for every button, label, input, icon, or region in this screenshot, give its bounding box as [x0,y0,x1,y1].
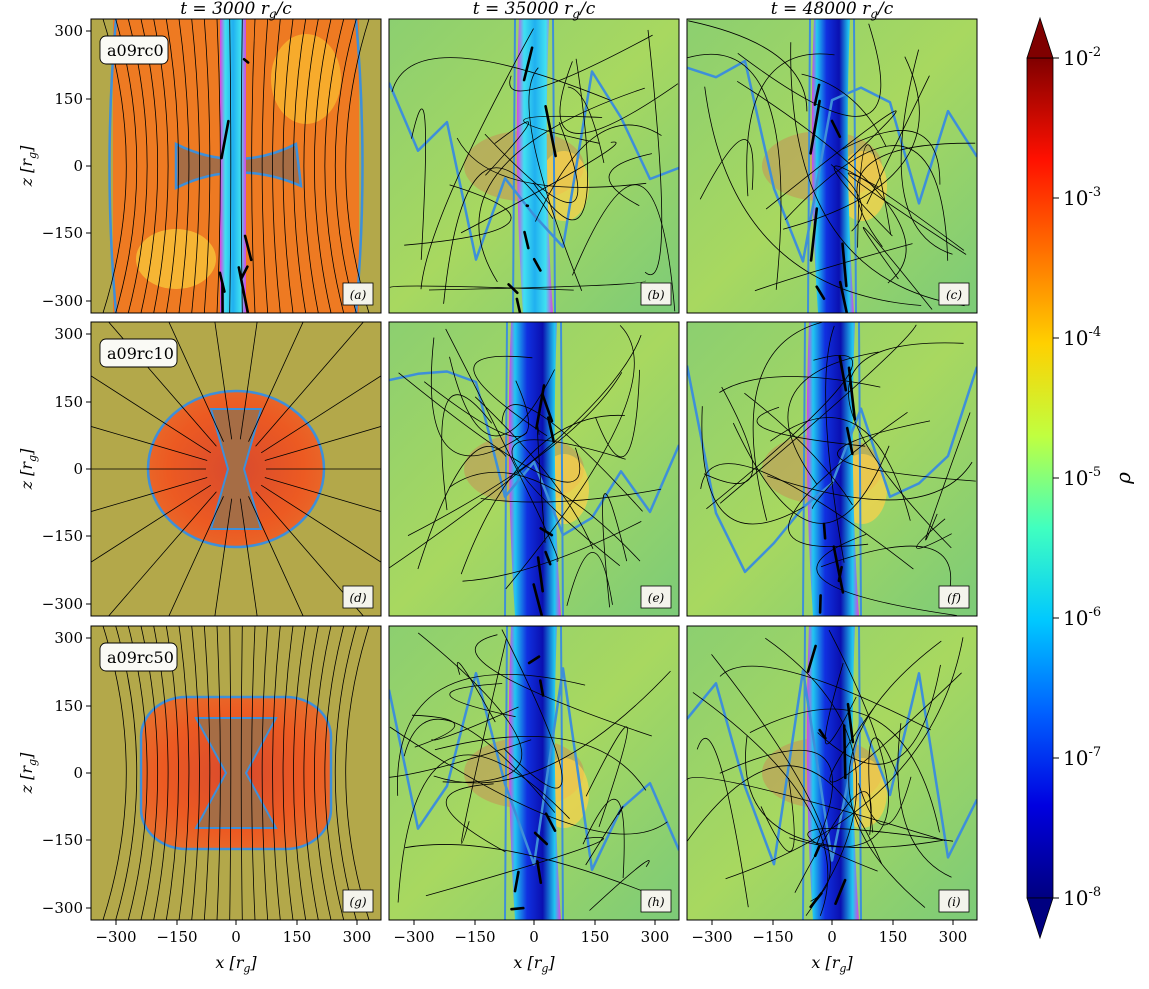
column-time-title: t = 3000 rg/c [180,0,292,21]
x-tick-label: −300 [691,928,732,946]
model-label: a09rc0 [100,36,168,64]
panel-label-text: (c) [946,288,962,302]
x-tick-label: 300 [641,928,670,946]
colorbar-gradient [1027,58,1053,898]
panel-label-text: (f) [947,591,961,605]
panel-label-text: (e) [648,591,665,605]
panel-label: (a) [343,283,373,305]
y-tick-label: −150 [42,224,83,242]
panel-c: (c) [687,19,977,328]
panel-h: (h) [389,626,679,920]
x-tick-label: 150 [879,928,908,946]
jet-field-line [844,726,845,778]
colorbar-tick-label: 10-3 [1063,185,1101,210]
y-tick-label: 0 [73,764,83,782]
panel-label-text: (d) [349,591,366,605]
x-axis-label: x [rg] [513,953,555,975]
y-tick-label: 150 [54,697,83,715]
x-axis-label: x [rg] [215,953,257,975]
panel-label: (e) [641,586,671,608]
colorbar-tick-label: 10-6 [1063,605,1101,630]
x-tick-label: 0 [827,928,837,946]
jet-field-line [512,908,524,909]
panel-label: (h) [641,890,671,912]
colorbar-extend-bottom [1027,898,1053,938]
model-label: a09rc10 [100,339,177,367]
panel-a: (a) a09rc0 [91,19,381,334]
model-label-text: a09rc0 [107,41,164,60]
x-tick-label: 0 [231,928,241,946]
y-tick-label: 0 [73,157,83,175]
colorbar-tick-label: 10-4 [1063,325,1101,350]
jet-field-line [820,595,821,612]
panel-label: (c) [939,283,969,305]
panel-i: (i) [687,626,977,920]
y-tick-label: −300 [42,292,83,310]
x-tick-label: 150 [581,928,610,946]
colorbar-tick-label: 10-2 [1063,45,1101,70]
panel-label: (g) [343,890,373,912]
y-tick-label: −150 [42,831,83,849]
y-tick-label: 300 [54,22,83,40]
y-axis-label: z [rg] [17,448,39,490]
panel-g: (g) a09rc50 [91,626,381,920]
y-tick-label: −300 [42,899,83,917]
x-axis-label: x [rg] [811,953,853,975]
x-tick-label: 300 [343,928,372,946]
panel-label: (b) [641,283,671,305]
panel-label: (f) [939,586,969,608]
model-label-text: a09rc10 [107,344,174,363]
colorbar-tick-label: 10-8 [1063,885,1101,910]
column-time-title: t = 48000 rg/c [771,0,894,21]
y-tick-label: 150 [54,393,83,411]
panel-label-text: (i) [947,895,961,909]
y-tick-label: −150 [42,527,83,545]
panel-label-text: (h) [647,895,664,909]
y-axis-label: z [rg] [17,145,39,187]
colorbar-label: ρ [1111,472,1135,485]
x-tick-label: 300 [939,928,968,946]
colorbar-extend-top [1027,18,1053,58]
x-tick-label: −300 [393,928,434,946]
x-tick-label: 0 [529,928,539,946]
panel-e: (e) [389,322,679,618]
y-axis-label: z [rg] [17,752,39,794]
x-tick-label: −300 [95,928,136,946]
y-tick-label: 150 [54,90,83,108]
model-label: a09rc50 [100,643,177,671]
panel-f: (f) [687,322,977,616]
y-tick-label: 300 [54,629,83,647]
x-tick-label: −150 [454,928,495,946]
column-time-title: t = 35000 rg/c [473,0,596,21]
jet-region [807,322,859,616]
panel-b: (b) [389,19,679,327]
jet-field-line [824,524,825,538]
panel-label: (d) [343,586,373,608]
panel-label-text: (a) [350,288,367,302]
y-tick-label: 300 [54,325,83,343]
panel-label-text: (b) [647,288,664,302]
colorbar-tick-label: 10-7 [1063,745,1101,770]
x-tick-label: 150 [283,928,312,946]
model-label-text: a09rc50 [107,648,174,667]
panel-label: (i) [939,890,969,912]
colorbar-tick-label: 10-5 [1063,465,1101,490]
y-tick-label: −300 [42,595,83,613]
x-tick-label: −150 [752,928,793,946]
y-tick-label: 0 [73,460,83,478]
panel-label-text: (g) [349,895,366,909]
x-tick-label: −150 [156,928,197,946]
